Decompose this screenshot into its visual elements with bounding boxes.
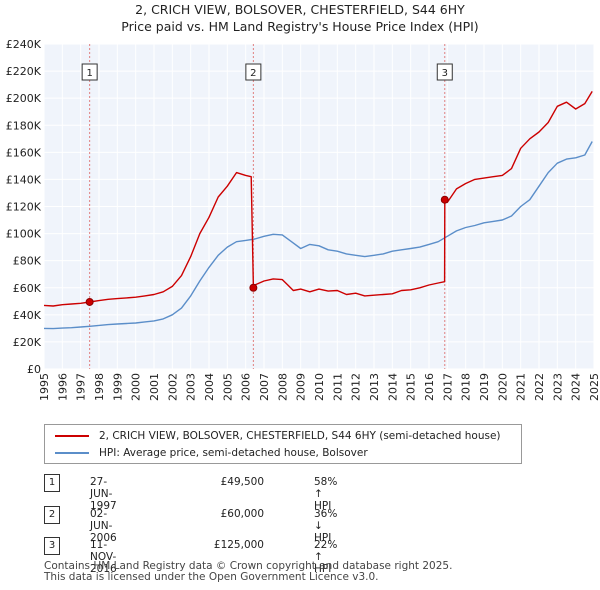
legend-label-hpi: HPI: Average price, semi-detached house,… xyxy=(99,447,368,459)
x-tick-label: 2001 xyxy=(148,373,161,401)
x-tick-label: 2013 xyxy=(368,373,381,401)
x-tick-label: 2022 xyxy=(533,373,546,401)
sale-point xyxy=(440,195,449,204)
x-tick-label: 2014 xyxy=(386,373,399,401)
x-tick-label: 2006 xyxy=(240,373,253,401)
y-tick-label: £120K xyxy=(6,201,42,214)
legend-item-property: 2, CRICH VIEW, BOLSOVER, CHESTERFIELD, S… xyxy=(55,428,501,444)
sale-point xyxy=(85,297,94,306)
x-tick-label: 2017 xyxy=(441,373,454,401)
x-tick-label: 2020 xyxy=(496,373,509,401)
y-tick-label: £40K xyxy=(13,309,42,322)
transaction-price: £60,000 xyxy=(220,508,264,520)
x-tick-label: 2025 xyxy=(588,373,600,401)
y-tick-label: £220K xyxy=(6,65,42,78)
sale-number-box xyxy=(245,63,262,81)
x-tick-label: 2007 xyxy=(258,373,271,401)
transaction-hpi-change: 36% ↓ HPI xyxy=(314,508,338,544)
x-tick-label: 1996 xyxy=(56,373,69,401)
legend-item-hpi: HPI: Average price, semi-detached house,… xyxy=(55,445,368,461)
x-tick-label: 1997 xyxy=(75,373,88,401)
y-tick-label: £0 xyxy=(27,363,41,376)
transaction-number-badge: 2 xyxy=(44,506,60,524)
transaction-hpi-change: 22% ↑ HPI xyxy=(314,539,338,575)
x-tick-label: 2003 xyxy=(185,373,198,401)
sale-number-label: 2 xyxy=(250,68,256,79)
sale-number-box xyxy=(81,63,98,81)
legend-label-property: 2, CRICH VIEW, BOLSOVER, CHESTERFIELD, S… xyxy=(99,430,501,442)
x-tick-label: 2008 xyxy=(276,373,289,401)
chart-subtitle: Price paid vs. HM Land Registry's House … xyxy=(121,19,479,34)
legend-swatch-property xyxy=(55,435,89,437)
x-tick-label: 2024 xyxy=(570,373,583,401)
sale-number-label: 3 xyxy=(442,68,448,79)
sale-number-label: 1 xyxy=(86,68,92,79)
y-tick-label: £240K xyxy=(6,38,42,51)
x-tick-label: 2012 xyxy=(350,373,363,401)
y-tick-label: £180K xyxy=(6,119,42,132)
y-tick-label: £60K xyxy=(13,282,42,295)
y-tick-label: £80K xyxy=(13,255,42,268)
y-tick-label: £200K xyxy=(6,92,42,105)
footer-licence: This data is licensed under the Open Gov… xyxy=(44,571,379,583)
property-price-line xyxy=(43,91,593,307)
sale-number-box xyxy=(436,63,453,81)
transaction-hpi-change: 58% ↑ HPI xyxy=(314,476,338,512)
y-tick-label: £160K xyxy=(6,146,42,159)
footer-copyright: Contains HM Land Registry data © Crown c… xyxy=(44,560,453,572)
x-tick-label: 2005 xyxy=(221,373,234,401)
price-chart: £0 £20K £40K £60K £80K £100K £120K £140K £160K £1… xyxy=(6,38,600,401)
transaction-price: £125,000 xyxy=(213,539,264,551)
x-tick-label: 1999 xyxy=(111,373,124,401)
x-tick-label: 2000 xyxy=(130,373,143,401)
x-tick-label: 2023 xyxy=(551,373,564,401)
transaction-date: 27-JUN-1997 xyxy=(90,476,117,512)
legend-swatch-hpi xyxy=(55,452,89,454)
x-tick-label: 1998 xyxy=(93,373,106,401)
y-tick-label: £20K xyxy=(13,336,42,349)
transaction-number-badge: 1 xyxy=(44,474,60,492)
transaction-date: 02-JUN-2006 xyxy=(90,508,117,544)
x-tick-label: 2002 xyxy=(166,373,179,401)
x-tick-label: 2010 xyxy=(313,373,326,401)
chart-title: 2, CRICH VIEW, BOLSOVER, CHESTERFIELD, S… xyxy=(135,2,465,17)
x-tick-label: 2016 xyxy=(423,373,436,401)
transaction-number-badge: 3 xyxy=(44,537,60,555)
legend: 2, CRICH VIEW, BOLSOVER, CHESTERFIELD, S… xyxy=(44,424,522,464)
y-tick-label: £140K xyxy=(6,173,42,186)
x-tick-label: 2011 xyxy=(331,373,344,401)
hpi-line xyxy=(43,141,593,330)
x-tick-label: 2009 xyxy=(295,373,308,401)
x-tick-label: 1995 xyxy=(38,373,51,401)
x-tick-label: 2019 xyxy=(478,373,491,401)
transaction-date: 11-NOV-2016 xyxy=(90,539,117,575)
x-tick-label: 2015 xyxy=(405,373,418,401)
transaction-price: £49,500 xyxy=(220,476,264,488)
x-tick-label: 2021 xyxy=(515,373,528,401)
y-tick-label: £100K xyxy=(6,228,42,241)
x-tick-label: 2004 xyxy=(203,373,216,401)
sale-point xyxy=(249,283,258,292)
x-tick-label: 2018 xyxy=(460,373,473,401)
